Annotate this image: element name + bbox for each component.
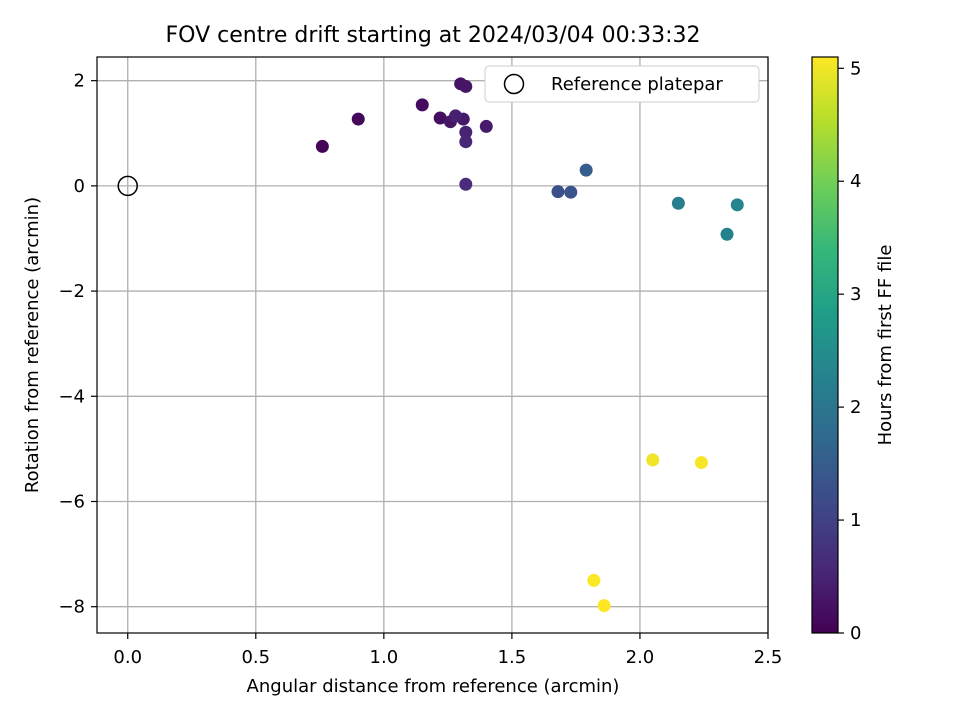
grid-lines — [97, 57, 769, 633]
x-axis-label: Angular distance from reference (arcmin) — [247, 676, 620, 697]
data-point — [449, 109, 463, 123]
colorbar-label: Hours from first FF file — [875, 245, 896, 446]
data-point — [459, 125, 473, 139]
data-point — [459, 135, 473, 149]
colorbar: 0 1 2 3 4 5 Hours from first FF file — [811, 56, 896, 644]
x-tick-label: 0.0 — [113, 647, 142, 668]
data-point — [459, 79, 473, 93]
plot-frame — [96, 56, 769, 634]
legend: Reference platepar — [484, 65, 760, 103]
y-tick-label: −2 — [58, 281, 85, 302]
x-tick-label: 2.5 — [754, 647, 783, 668]
y-tick-label: −6 — [58, 491, 85, 512]
y-tick-label: 0 — [74, 176, 85, 197]
data-point — [564, 185, 578, 199]
colorbar-tick-label: 1 — [850, 510, 861, 531]
colorbar-ticks: 0 1 2 3 4 5 — [838, 58, 861, 644]
plot-background — [97, 57, 768, 633]
colorbar-tick-label: 2 — [850, 397, 861, 418]
data-point — [694, 456, 708, 470]
colorbar-tick-label: 3 — [850, 284, 861, 305]
y-tick-label: −4 — [58, 386, 85, 407]
x-tick-label: 1.0 — [370, 647, 399, 668]
y-tick-label: −8 — [58, 597, 85, 618]
y-axis-ticks: 2 0 −2 −4 −6 −8 — [58, 71, 97, 618]
colorbar-tick-label: 0 — [850, 623, 861, 644]
data-point — [730, 198, 744, 212]
x-axis-ticks: 0.0 0.5 1.0 1.5 2.0 2.5 — [113, 633, 782, 668]
data-point — [479, 119, 493, 133]
y-tick-label: 2 — [74, 71, 85, 92]
data-point — [587, 573, 601, 587]
scatter-points — [315, 77, 744, 613]
chart-title: FOV centre drift starting at 2024/03/04 … — [166, 23, 701, 48]
reference-platepar-point — [117, 175, 138, 197]
data-point — [351, 112, 365, 126]
data-point — [597, 599, 611, 613]
y-axis-label: Rotation from reference (arcmin) — [22, 197, 43, 493]
data-point — [415, 98, 429, 112]
data-point — [646, 453, 660, 467]
data-point — [551, 185, 565, 199]
data-point — [579, 163, 593, 177]
data-point — [671, 196, 685, 210]
colorbar-tick-label: 4 — [850, 171, 861, 192]
legend-label: Reference platepar — [551, 74, 723, 95]
x-tick-label: 0.5 — [241, 647, 270, 668]
data-point — [720, 227, 734, 241]
x-tick-label: 2.0 — [626, 647, 655, 668]
x-tick-label: 1.5 — [498, 647, 527, 668]
colorbar-tick-label: 5 — [850, 58, 861, 79]
colorbar-gradient — [811, 56, 839, 634]
legend-box — [484, 65, 760, 103]
plot-area: 0.0 0.5 1.0 1.5 2.0 2.5 2 0 −2 −4 −6 −8 — [58, 56, 782, 668]
legend-marker-open-circle — [503, 73, 525, 95]
data-point — [315, 139, 329, 153]
data-point — [433, 111, 447, 125]
data-point — [459, 177, 473, 191]
